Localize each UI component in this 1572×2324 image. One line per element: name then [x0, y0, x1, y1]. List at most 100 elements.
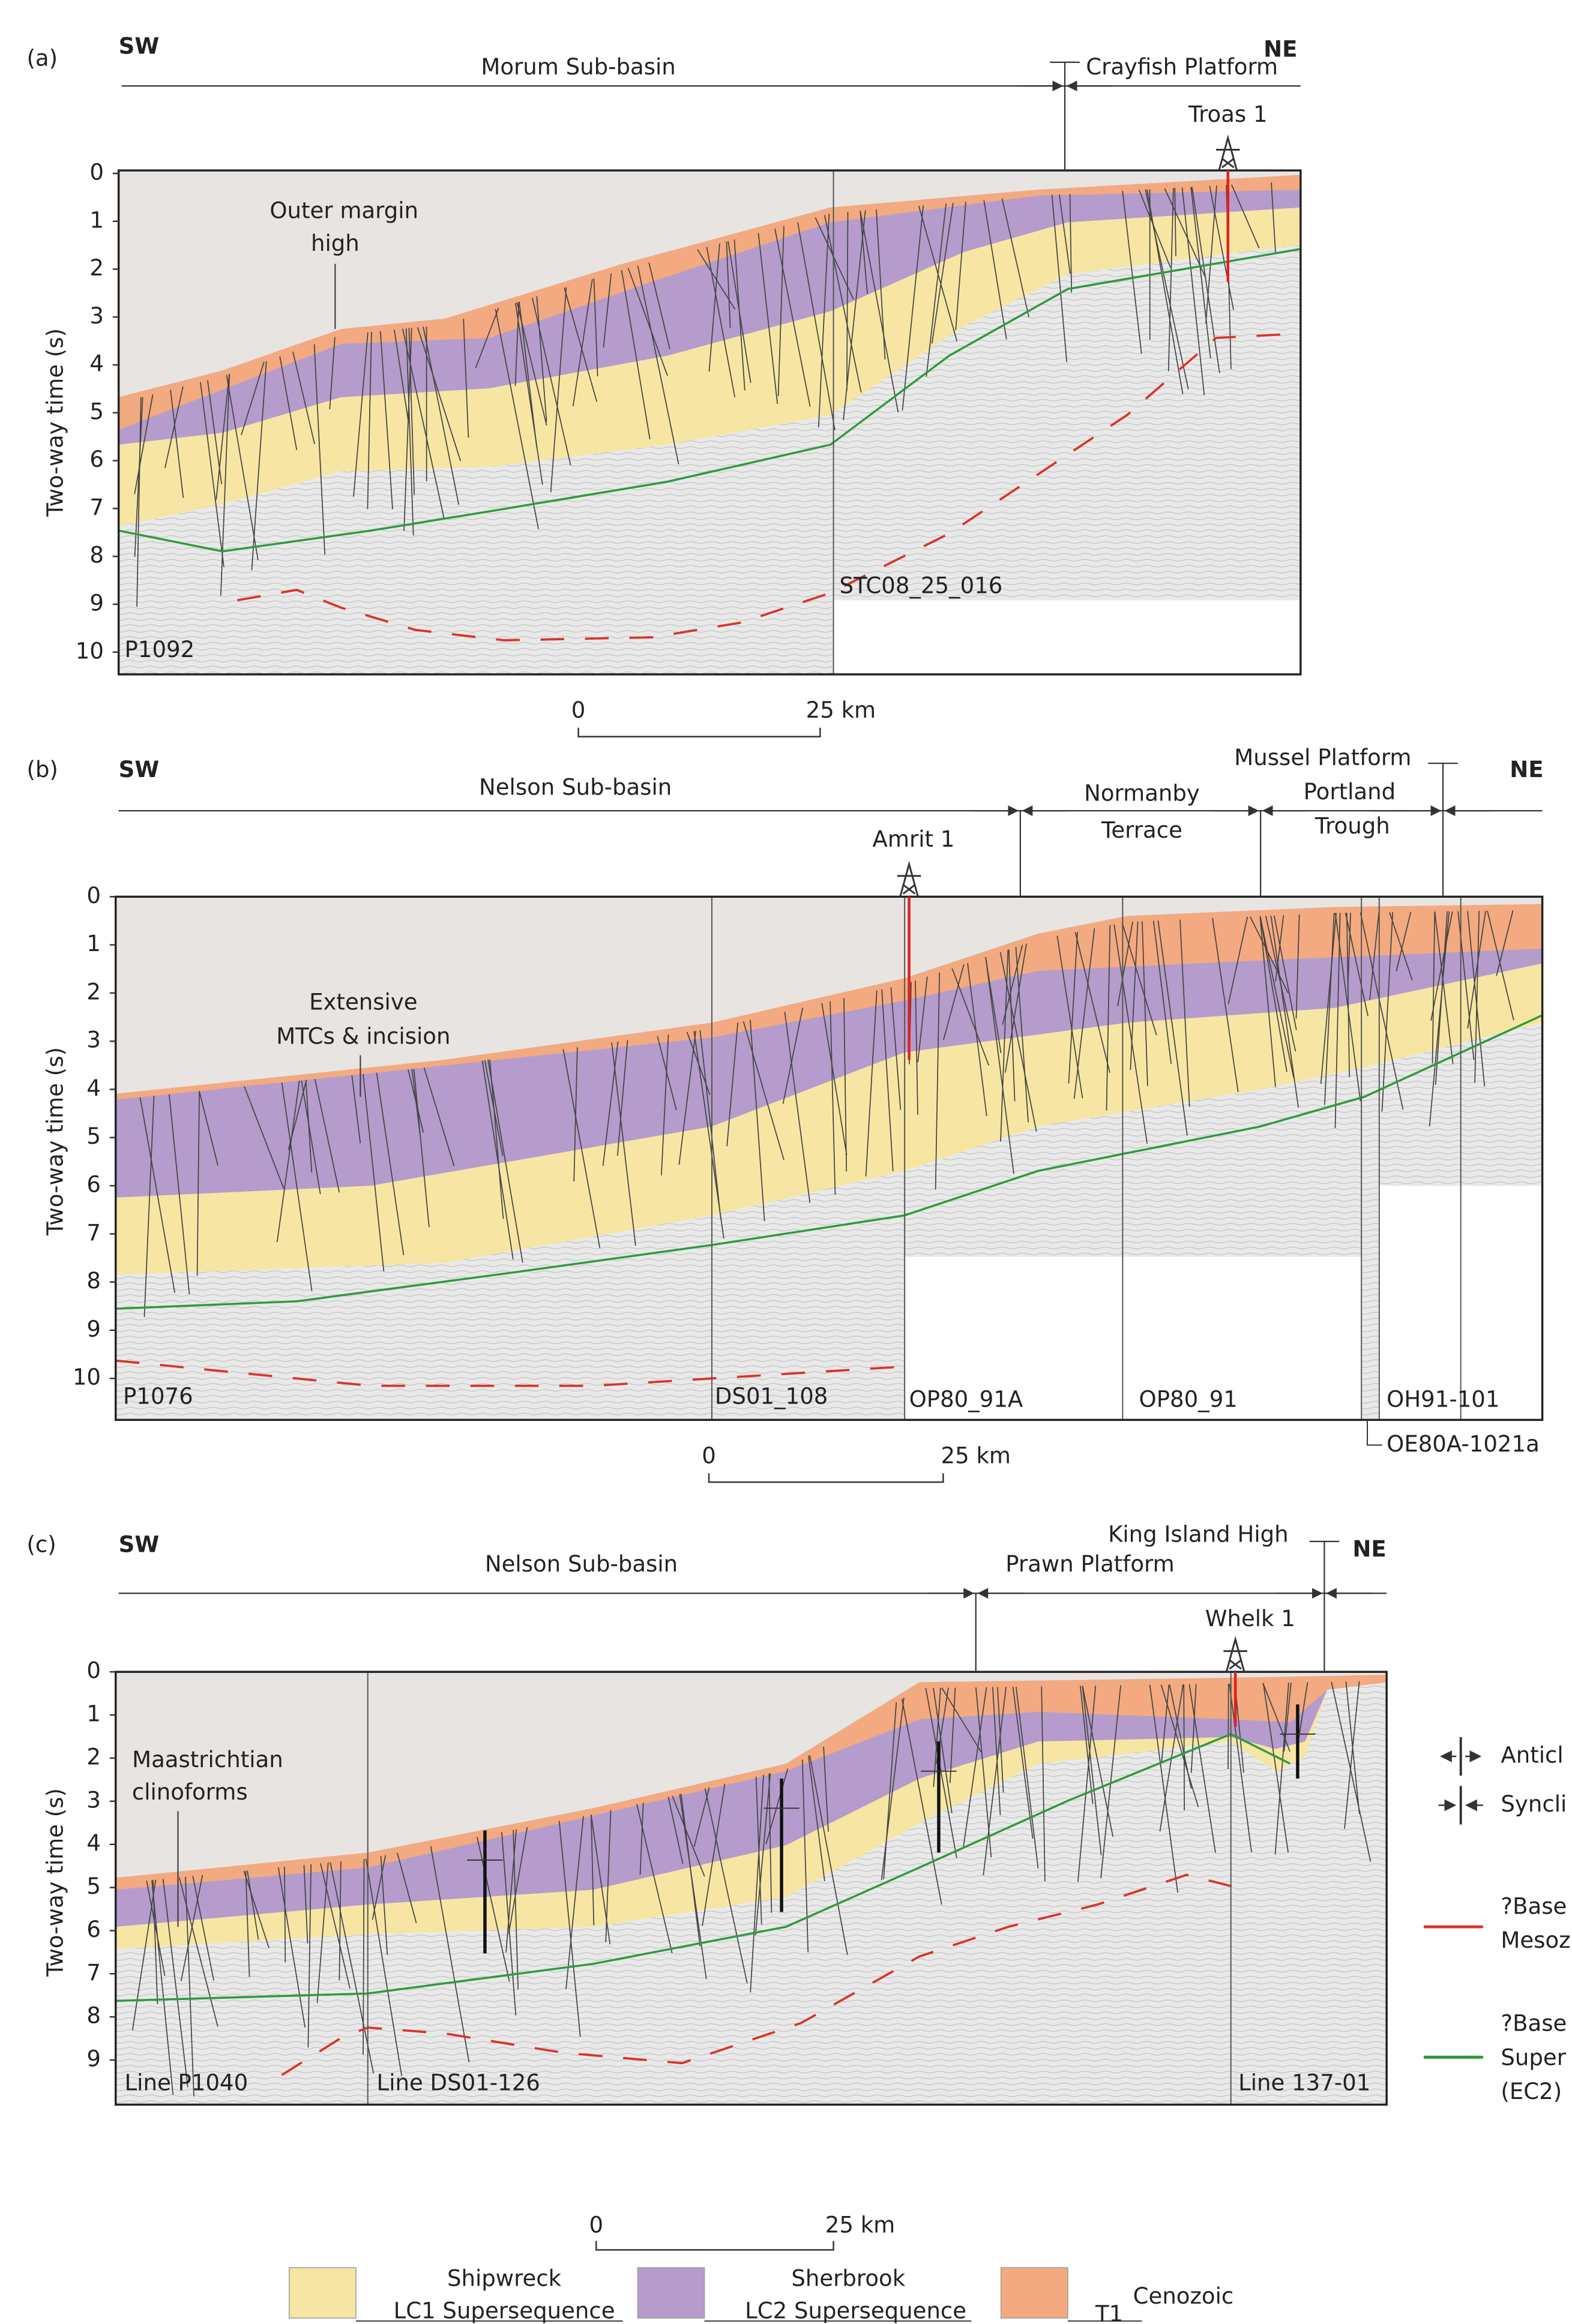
fault	[1082, 1686, 1102, 1855]
fault	[881, 1698, 905, 1881]
fault	[657, 1036, 677, 1111]
fault	[1190, 187, 1211, 359]
fault	[693, 1031, 724, 1239]
fault	[330, 1862, 375, 2074]
fault	[226, 374, 259, 560]
fault	[1082, 1686, 1114, 1837]
fault	[1077, 1686, 1097, 1882]
horizon-red	[237, 332, 1301, 641]
fault	[279, 356, 298, 450]
fault	[1259, 916, 1276, 1087]
left-end: SW	[119, 34, 160, 59]
fault	[1227, 916, 1248, 1004]
fault	[1259, 916, 1295, 1078]
fault	[1205, 185, 1217, 324]
label: (c)	[26, 1532, 56, 1558]
fault	[603, 273, 612, 348]
fault	[376, 1072, 405, 1255]
fault	[901, 1699, 942, 1905]
fault	[1051, 194, 1068, 362]
right-end: NE	[1263, 36, 1297, 62]
fault	[1320, 913, 1337, 1084]
fault	[1041, 1686, 1046, 1882]
fault	[830, 1001, 836, 1195]
fault	[917, 976, 928, 1063]
fault	[1160, 1684, 1199, 1807]
scale: 0	[571, 697, 586, 723]
fault	[152, 1880, 158, 2004]
y-tick-label: 2	[86, 979, 101, 1004]
fault	[307, 1864, 312, 2048]
fault	[572, 279, 593, 407]
regions: Terrace	[1101, 817, 1182, 843]
fault	[170, 389, 184, 498]
lines: Line DS01-126	[377, 2070, 540, 2095]
fault	[277, 1867, 306, 2028]
legend-swatch	[289, 2267, 357, 2319]
horizon-green	[118, 248, 1301, 553]
fault	[846, 212, 849, 391]
fault	[708, 243, 720, 372]
fault	[143, 1096, 155, 1317]
regions: Trough	[1315, 813, 1390, 839]
fault	[281, 1082, 313, 1291]
right-end: NE	[1510, 757, 1543, 782]
regions: Normanby	[1084, 780, 1200, 806]
fault	[821, 1003, 848, 1156]
fault	[1121, 922, 1157, 1036]
y-tick-label: 7	[89, 494, 104, 520]
fault	[1174, 188, 1176, 256]
fault	[774, 228, 811, 407]
fault	[168, 1094, 190, 1294]
fault	[1396, 911, 1412, 972]
fault	[178, 1877, 218, 2027]
fault	[481, 1060, 514, 1260]
lines: OE80A-1021a	[1387, 1431, 1540, 1457]
regions: Nelson Sub-basin	[485, 1551, 678, 1577]
water	[115, 896, 1543, 1094]
fault	[1122, 190, 1142, 354]
fault	[742, 1021, 784, 1160]
y-tick-label: 7	[86, 1960, 101, 1986]
fault	[505, 1829, 517, 1953]
fault	[949, 1687, 956, 1783]
fault	[1142, 921, 1148, 1086]
fault	[131, 1879, 157, 2031]
y-tick-label: 10	[73, 1365, 101, 1390]
regions: Morum Sub-basin	[481, 54, 675, 80]
fault	[704, 1788, 748, 1984]
fault	[320, 1863, 351, 1989]
fault	[1227, 1684, 1229, 1770]
fault	[164, 386, 184, 469]
legend-label: T1	[1095, 2301, 1123, 2324]
side-legend-label: ?Base	[1501, 2011, 1567, 2037]
side-legend-label: Syncli	[1501, 1791, 1567, 1817]
fault	[1271, 182, 1276, 254]
fault	[508, 1827, 528, 1934]
fault	[784, 1012, 811, 1203]
legend-label: Shipwreck	[447, 2265, 562, 2291]
fault	[1005, 943, 1027, 1073]
fault	[639, 1803, 644, 1875]
fault	[1249, 916, 1289, 994]
fault	[1100, 1685, 1121, 1879]
fault	[292, 352, 315, 445]
scale-bar	[708, 1473, 944, 1483]
fault	[992, 1687, 1001, 1815]
fault	[926, 203, 947, 377]
fault	[1117, 921, 1133, 1006]
fault	[1295, 914, 1300, 1019]
fault	[860, 211, 899, 413]
fault	[750, 1774, 764, 1993]
y-tick-label: 2	[89, 255, 104, 281]
fault	[1334, 913, 1341, 1129]
sherbrook-unit	[115, 904, 1543, 1198]
fault	[162, 1879, 188, 2088]
fault	[1190, 1684, 1197, 1773]
fault	[136, 397, 142, 607]
fault	[516, 302, 547, 426]
fault	[865, 990, 878, 1177]
fault	[883, 1702, 897, 1879]
fault	[611, 1042, 636, 1246]
